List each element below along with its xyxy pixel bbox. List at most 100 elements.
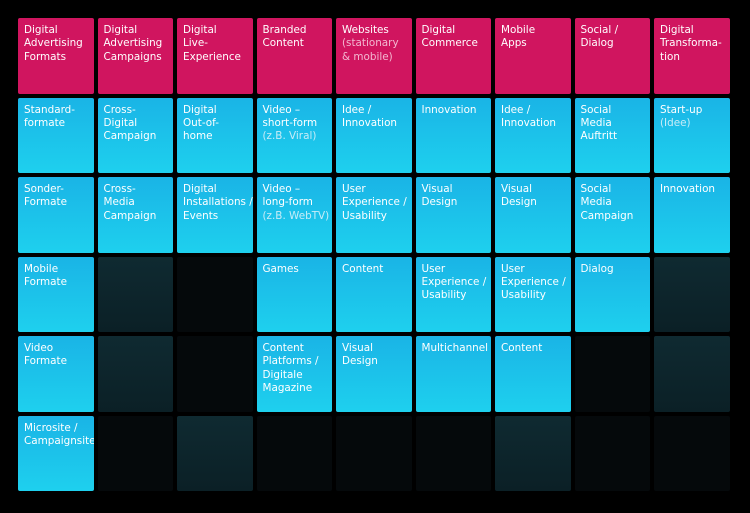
cell-text-line: Innovation [421, 103, 477, 116]
cell-text-line: Magazine [262, 381, 313, 394]
cell-text-line: formate [24, 116, 66, 129]
service-cell: Games [256, 256, 332, 332]
cell-note-line: & mobile) [342, 50, 393, 63]
cell-text-line: Dialog [580, 37, 614, 50]
empty-cell [336, 415, 412, 491]
cell-text-line: Games [262, 262, 299, 275]
cell-text-line: Mobile [24, 262, 59, 275]
service-cell: Innovation [654, 177, 730, 253]
cell-text-line: Design [421, 196, 458, 209]
cell-text-line: Digitale [262, 368, 303, 381]
service-cell: Dialog [574, 256, 650, 332]
cell-text-line: short-form [262, 116, 318, 129]
cell-text-line: Transforma- [660, 37, 722, 50]
cell-text-line: Experience / [421, 275, 487, 288]
service-cell: Innovation [415, 97, 491, 173]
service-cell: Content [495, 336, 571, 412]
cell-text-line: Video – [262, 183, 301, 195]
cell-text-line: User [421, 262, 446, 275]
empty-cell [574, 415, 650, 491]
cell-text-line: Content [262, 37, 304, 50]
cell-text-line: Standard- [24, 103, 76, 116]
cell-text-line: Design [342, 355, 378, 368]
category-header: Digital Live- Experience [177, 18, 253, 94]
cell-text-line: Innovation [660, 183, 716, 195]
category-header: Digital Advertising Campaigns [97, 18, 173, 94]
cell-text-line: Advertising [103, 37, 163, 50]
cell-text-line: long-form [262, 196, 313, 209]
cell-text-line: Experience [183, 50, 241, 63]
cell-text-line: Visual [501, 183, 533, 195]
cell-text-line: Visual [342, 342, 374, 354]
service-cell: User Experience / Usability [495, 256, 571, 332]
service-cell: Digital Out-of-home [177, 97, 253, 173]
cell-text-line: Commerce [421, 37, 478, 50]
cell-text-line: Social [580, 183, 612, 195]
cell-text-line: Media [580, 116, 612, 129]
empty-cell [177, 256, 253, 332]
service-cell: Video – short-form (z.B. Viral) [256, 97, 332, 173]
cell-text-line: Social / [580, 24, 619, 36]
cell-text-line: Digital [103, 116, 138, 129]
cell-text-line: Innovation [342, 116, 398, 129]
empty-cell [654, 415, 730, 491]
cell-text-line: Content [262, 342, 304, 354]
cell-note-line: (z.B. Viral) [262, 130, 317, 143]
cell-text-line: tion [660, 50, 680, 63]
cell-text-line: User [342, 183, 366, 195]
cell-text-line: Digital [183, 24, 217, 36]
cell-text-line: Usability [421, 289, 467, 302]
service-cell: Video – long-form (z.B. WebTV) [256, 177, 332, 253]
cell-text-line: Formats [24, 50, 67, 63]
cell-text-line: Idee / [501, 103, 531, 116]
cell-text-line: Usability [501, 289, 546, 302]
cell-text-line: Multichannel [421, 342, 489, 354]
service-cell: Idee / Innovation [336, 97, 412, 173]
service-cell: Digital Installations / Events [177, 177, 253, 253]
cell-text-line: Experience / [501, 275, 566, 288]
cell-text-line: Social [580, 103, 612, 116]
category-header: Digital Transforma-tion [654, 18, 730, 94]
cell-text-line: Campaign [103, 209, 157, 222]
cell-text-line: Content [501, 342, 543, 354]
cell-text-line: Digital [660, 24, 694, 36]
cell-note-line: (z.B. WebTV) [262, 209, 330, 222]
cell-text-line: Digital [183, 103, 217, 116]
empty-cell [256, 415, 332, 491]
cell-text-line: Campaign [103, 130, 157, 143]
cell-text-line: Design [501, 196, 537, 209]
cell-text-line: Websites [342, 24, 389, 36]
service-cell: Mobile Formate [18, 256, 94, 332]
service-cell: Idee / Innovation [495, 97, 571, 173]
service-cell: Video Formate [18, 336, 94, 412]
cell-text-line: Sonder- [24, 183, 64, 195]
service-cell: Visual Design [495, 177, 571, 253]
cell-text-line: Content [342, 262, 384, 275]
service-cell: Social Media Campaign [574, 177, 650, 253]
empty-cell [574, 336, 650, 412]
cell-text-line: Platforms / [262, 355, 319, 368]
cell-note-line: (Idee) [660, 116, 691, 129]
category-header: Social / Dialog [574, 18, 650, 94]
empty-cell [654, 336, 730, 412]
empty-cell [97, 415, 173, 491]
service-cell: Multichannel [415, 336, 491, 412]
cell-text-line: Campaignsite [24, 434, 94, 447]
cell-text-line: Digital [103, 24, 138, 36]
service-cell: Microsite / Campaignsite [18, 415, 94, 491]
cell-text-line: Dialog [580, 262, 614, 275]
service-cell: Visual Design [415, 177, 491, 253]
cell-text-line: Auftritt [580, 130, 618, 143]
cell-text-line: Campaign [580, 209, 634, 222]
cell-text-line: Innovation [501, 116, 557, 129]
service-cell: User Experience / Usability [415, 256, 491, 332]
cell-text-line: Formate [24, 196, 68, 209]
cell-text-line: Media [103, 196, 135, 209]
service-cell: Cross- Digital Campaign [97, 97, 173, 173]
cell-text-line: Video – [262, 103, 301, 116]
cell-text-line: Installations / [183, 196, 253, 209]
cell-text-line: Video [24, 342, 54, 354]
cell-text-line: Live- [183, 37, 208, 50]
cell-text-line: Experience / [342, 196, 407, 209]
service-cell: Content [336, 256, 412, 332]
